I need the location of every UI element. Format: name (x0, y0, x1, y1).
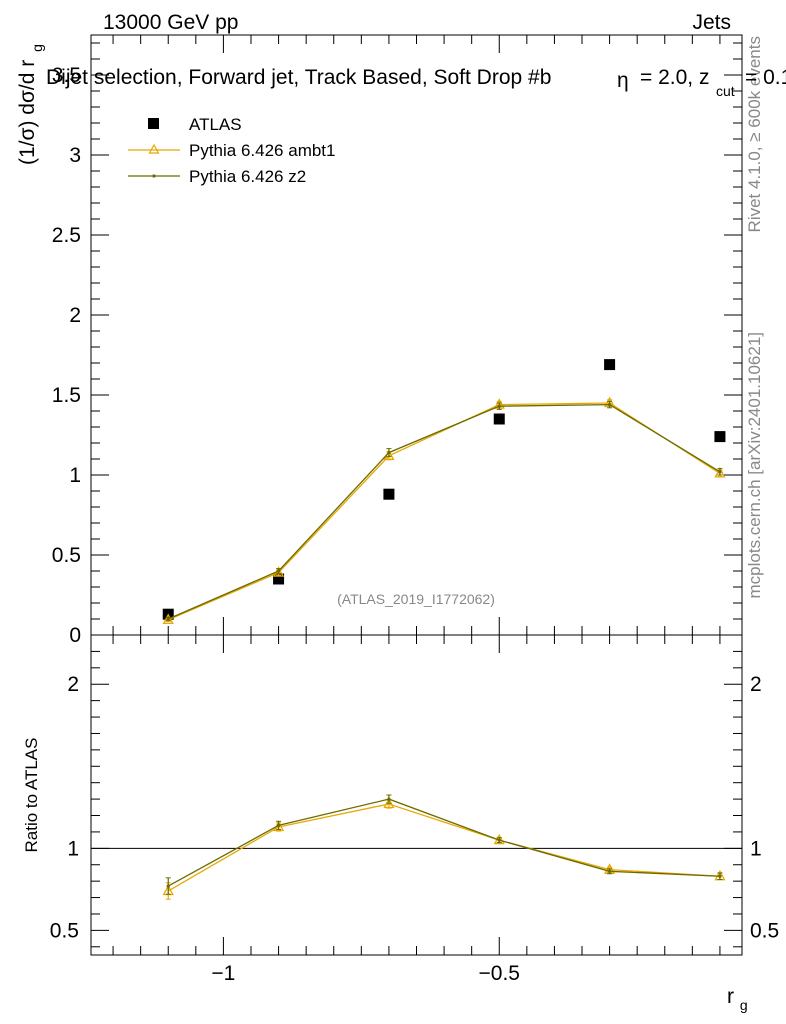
legend: ATLAS Pythia 6.426 ambt1 Pythia 6.426 z2 (128, 115, 335, 186)
ratio-plot-frame (90, 634, 743, 956)
ratio-ytick-label-right: 1 (750, 837, 762, 860)
main-ytick-label: 3.5 (52, 64, 81, 87)
plot-title-cut: cut (716, 83, 735, 99)
legend-atlas-label: ATLAS (189, 115, 242, 134)
plot-title-eta: η (617, 69, 629, 92)
main-ytick-label: 0 (69, 624, 81, 647)
atlas-data-point (604, 359, 616, 371)
ratio-z2-point (276, 823, 281, 827)
legend-ambt1-marker (148, 143, 160, 154)
analysis-watermark: (ATLAS_2019_I1772062) (337, 591, 495, 607)
ratio-ytick-label-right: 0.5 (750, 919, 779, 942)
z2-point (166, 617, 170, 621)
atlas-data-point (273, 573, 285, 585)
main-ylabel-main: (1/σ) dσ/d r (16, 60, 39, 165)
ratio-z2-point (166, 884, 170, 888)
x-axis-label: r g (727, 985, 748, 1013)
xtick-label: −0.5 (479, 962, 520, 985)
ratio-z2-line (167, 798, 720, 887)
z2-point (718, 470, 722, 474)
header-left: 13000 GeV pp (103, 11, 238, 34)
main-ytick-label: 1 (69, 464, 81, 487)
ratio-ytick-label: 1 (67, 837, 79, 860)
ambt1-line (167, 402, 721, 621)
ratio-ytick-label: 2 (67, 673, 79, 696)
main-series-group (162, 359, 726, 624)
main-ylabel: (1/σ) dσ/d r g (16, 44, 45, 165)
plot-title-tail: = 2.0, z cut = 0.1 (640, 66, 786, 101)
ratio-axis-ticks: 0.5 0.5 1 1 2 2 −1 −0.5 (50, 635, 779, 985)
ratio-z2-point (607, 869, 612, 873)
plot-title-end: = 0.1 (745, 66, 786, 89)
legend-z2-marker (152, 174, 156, 178)
plot-title-zcut: = 2.0, z (640, 66, 709, 89)
main-ytick-label: 2 (69, 304, 81, 327)
atlas-data-point (493, 413, 505, 425)
main-ytick-label: 2.5 (52, 224, 81, 247)
xtick-label: −1 (211, 962, 235, 985)
legend-ambt1-label: Pythia 6.426 ambt1 (189, 141, 335, 160)
main-ylabel-sub: g (29, 44, 45, 52)
plot-title-main: Dijet selection, Forward jet, Track Base… (46, 66, 551, 89)
x-axis-label-main: r (727, 985, 734, 1008)
header-right: Jets (692, 11, 731, 34)
atlas-data-point (714, 431, 726, 443)
z2-line (167, 403, 721, 620)
ratio-ytick-label: 0.5 (50, 919, 79, 942)
z2-point (387, 451, 391, 455)
main-axis-ticks: 0 0.5 1 1.5 2 2.5 3 3.5 (52, 35, 742, 647)
ambt1-point (714, 467, 726, 478)
ratio-ylabel: Ratio to ATLAS (22, 738, 41, 853)
atlas-data-point (383, 488, 395, 500)
ratio-z2-point (718, 874, 722, 878)
z2-point (607, 403, 612, 407)
ratio-ambt1-line (167, 803, 720, 892)
legend-atlas-marker (148, 118, 159, 129)
plot-title: Dijet selection, Forward jet, Track Base… (46, 66, 551, 89)
main-ytick-label: 3 (69, 144, 81, 167)
z2-point (497, 404, 501, 408)
ratio-z2-point (497, 838, 501, 842)
z2-point (276, 569, 281, 573)
main-ytick-label: 1.5 (52, 384, 81, 407)
ratio-series-group (162, 794, 726, 900)
mcplots-label: mcplots.cern.ch [arXiv:2401.10621] (745, 332, 764, 598)
rivet-label: Rivet 4.1.0, ≥ 600k events (745, 36, 764, 232)
main-ylabel-text: (1/σ) dσ/d r g (16, 44, 45, 165)
main-ytick-label: 0.5 (52, 544, 81, 567)
legend-z2-label: Pythia 6.426 z2 (189, 167, 306, 186)
ambt1-point (162, 613, 174, 624)
ratio-z2-point (387, 797, 391, 801)
ratio-ytick-label-right: 2 (750, 673, 762, 696)
x-axis-label-sub: g (740, 997, 748, 1013)
